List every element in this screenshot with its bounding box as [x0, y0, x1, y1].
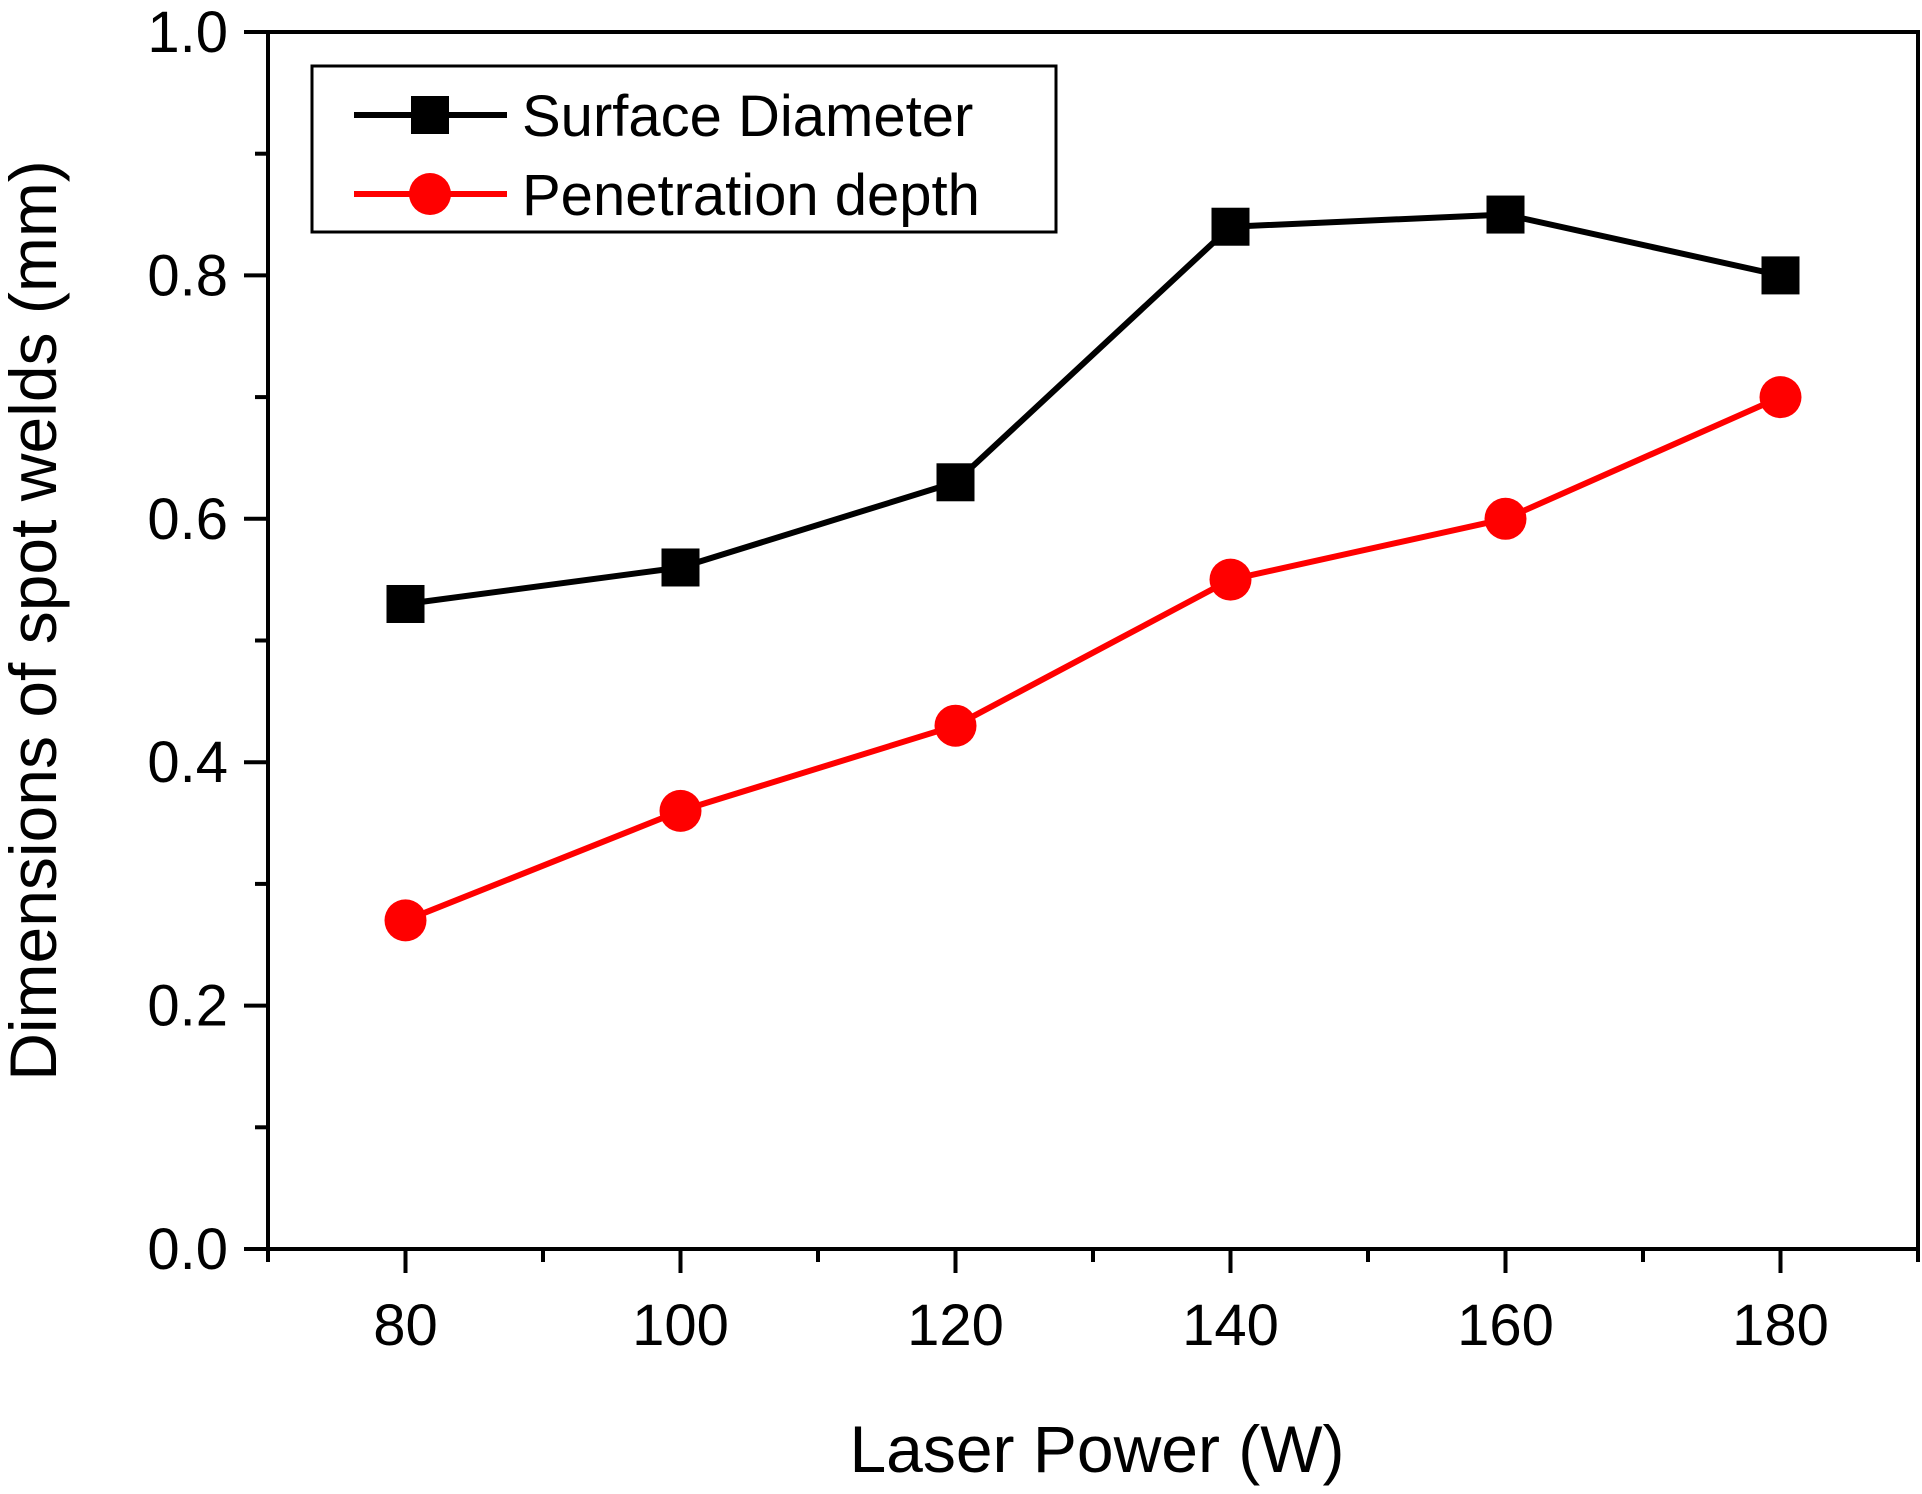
y-tick-label: 0.0: [147, 1217, 228, 1282]
data-point: [936, 463, 975, 502]
data-point: [384, 899, 427, 942]
x-tick-label: 160: [1457, 1293, 1554, 1358]
data-point: [934, 704, 977, 747]
y-tick-label: 0.8: [147, 243, 228, 308]
y-tick-label: 0.2: [147, 974, 228, 1039]
data-point: [1484, 497, 1527, 540]
x-tick-label: 180: [1732, 1293, 1829, 1358]
data-point: [1211, 207, 1250, 246]
y-tick-label: 1.0: [147, 0, 228, 65]
x-tick-label: 140: [1182, 1293, 1279, 1358]
data-point: [1209, 558, 1252, 601]
x-tick-label: 100: [632, 1293, 729, 1358]
data-point: [1761, 256, 1800, 295]
series-layer: [384, 195, 1802, 942]
series-penetration-depth: [384, 376, 1802, 942]
x-tick-label: 80: [373, 1293, 438, 1358]
x-tick-label: 120: [907, 1293, 1004, 1358]
data-point: [659, 789, 702, 832]
x-axis-title: Laser Power (W): [849, 1412, 1344, 1486]
legend-marker: [411, 96, 449, 134]
legend-marker: [409, 173, 451, 215]
legend-label: Surface Diameter: [522, 84, 973, 149]
series-line: [405, 211, 1782, 607]
data-point: [1486, 195, 1525, 234]
data-point: [386, 584, 425, 623]
y-tick-label: 0.6: [147, 487, 228, 552]
series-surface-diameter: [386, 195, 1800, 623]
y-axis-title: Dimensions of spot welds (mm): [0, 160, 70, 1081]
y-tick-label: 0.4: [147, 730, 228, 795]
data-point: [1759, 376, 1802, 419]
series-line: [404, 394, 1782, 924]
legend: Surface Diameter Penetration depth: [310, 64, 1058, 234]
data-point: [661, 548, 700, 587]
legend-label: Penetration depth: [522, 163, 980, 228]
